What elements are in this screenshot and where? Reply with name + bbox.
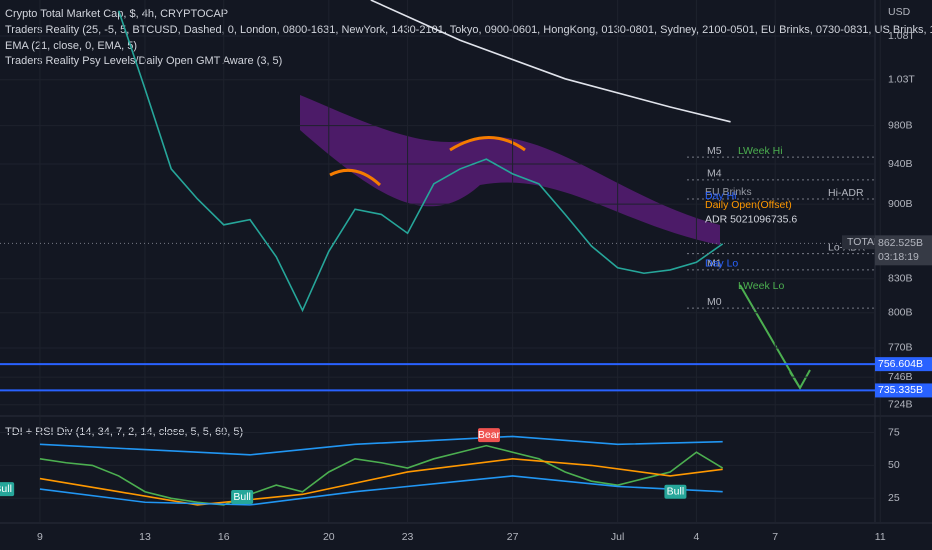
- legend-title: Crypto Total Market Cap, $, 4h, CRYPTOCA…: [5, 8, 228, 20]
- signal-label: Bear: [478, 429, 501, 441]
- signal-marker: [0, 482, 15, 497]
- y-tick-label: 724B: [888, 399, 913, 411]
- arc-drawing: [329, 136, 526, 187]
- level-label: M4: [707, 168, 722, 180]
- y-tick-label: 1.08T: [888, 30, 915, 42]
- y-tick-label: 75: [888, 426, 900, 438]
- y-tick-label: 746B: [888, 371, 913, 383]
- series-line: [117, 10, 724, 313]
- timer-label: 03:18:19: [878, 251, 919, 263]
- x-tick-label: 13: [139, 531, 151, 543]
- signal-label: Bull: [233, 491, 251, 503]
- total-tag: [842, 235, 875, 250]
- x-tick-label: 9: [37, 531, 43, 543]
- annotation: EU Brinks: [705, 186, 752, 198]
- y-tick-label: 25: [888, 492, 900, 504]
- price-tag-label: 756.604B: [878, 358, 923, 370]
- legend-line: EMA (21, close, 0, EMA, 5): [5, 40, 137, 52]
- x-tick-label: Jul: [611, 531, 624, 543]
- series-line: [39, 458, 723, 506]
- signal-marker: [231, 489, 254, 504]
- annotation: Day Lo: [705, 258, 738, 270]
- level-label: M5: [707, 145, 722, 157]
- series-line: [39, 444, 724, 506]
- signal-label: Bull: [0, 483, 12, 495]
- series-line: [370, 0, 731, 123]
- legend-line: Traders Reality (25, -5, 5, BTCUSD, Dash…: [5, 24, 932, 36]
- x-tick-label: 16: [218, 531, 230, 543]
- signal-marker: [664, 484, 687, 499]
- currency: USD: [888, 6, 911, 18]
- x-tick-label: 23: [402, 531, 414, 543]
- y-tick-label: 900B: [888, 198, 913, 210]
- legend-line: Traders Reality Psy Levels/Daily Open GM…: [5, 55, 282, 67]
- y-tick-label: 1.03T: [888, 73, 915, 85]
- annotation: Day Hi: [705, 190, 737, 202]
- price-tag-label: 862.525B: [878, 237, 923, 249]
- y-tick-label: 800B: [888, 306, 913, 318]
- level-label: Hi-ADR: [828, 187, 864, 199]
- annotation: Daily Open(Offset): [705, 199, 792, 211]
- price-tag-label: 735.335B: [878, 384, 923, 396]
- x-tick-label: 11: [875, 531, 886, 543]
- y-tick-label: 50: [888, 459, 900, 471]
- series-line: [39, 435, 723, 456]
- annotation: LWeek Lo: [738, 280, 784, 292]
- y-tick-label: 830B: [888, 273, 913, 285]
- y-tick-label: 940B: [888, 158, 913, 170]
- indicator-title: TDI + RSI Div (14, 34, 7, 2, 14, close, …: [5, 426, 243, 438]
- x-tick-label: 27: [507, 531, 519, 543]
- total-label: TOTAL: [847, 236, 880, 248]
- x-tick-label: 4: [694, 531, 700, 543]
- x-tick-label: 7: [772, 531, 778, 543]
- annotation: LWeek Hi: [738, 145, 783, 157]
- price-tag: [875, 357, 932, 372]
- price-tag: [875, 383, 932, 398]
- level-label: M0: [707, 296, 722, 308]
- y-tick-label: 980B: [888, 119, 913, 131]
- cloud-band: [300, 95, 720, 245]
- price-tag: [875, 235, 932, 266]
- signal-label: Bull: [667, 486, 685, 498]
- signal-marker: [477, 428, 500, 443]
- annotation: ADR 5021096735.6: [705, 214, 797, 226]
- y-tick-label: 770B: [888, 342, 913, 354]
- series-line: [39, 475, 723, 506]
- level-label: M1: [707, 258, 722, 270]
- x-tick-label: 20: [323, 531, 335, 543]
